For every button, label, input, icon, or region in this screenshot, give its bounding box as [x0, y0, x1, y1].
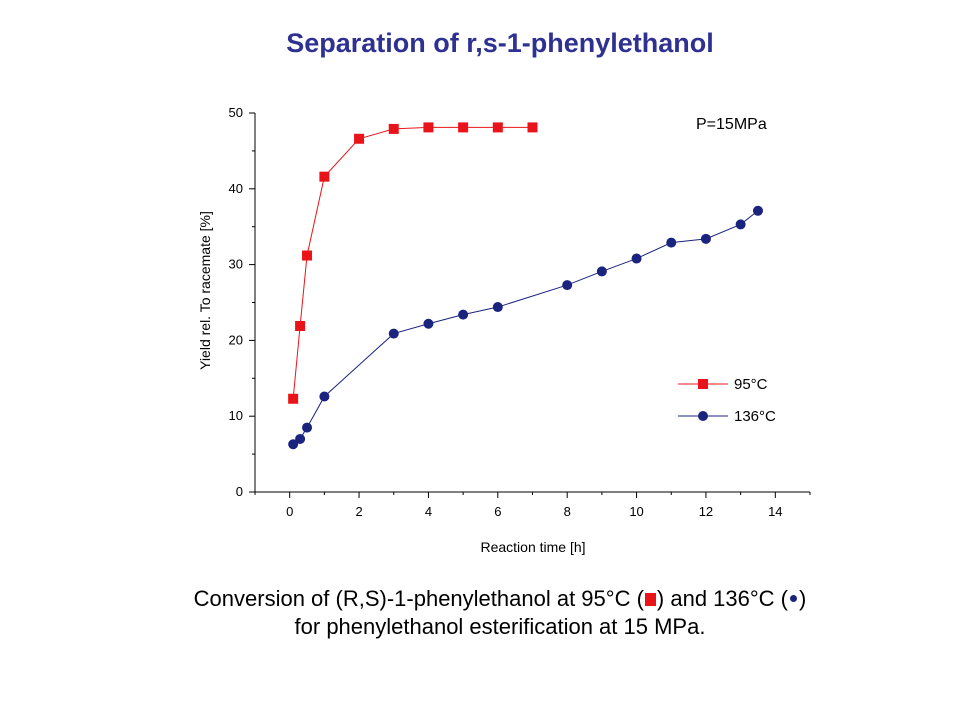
- data-point-136c: [596, 266, 607, 277]
- legend-marker-circle: [698, 411, 708, 421]
- legend-label-1: 95°C: [734, 376, 768, 393]
- series-line-1: [292, 126, 533, 399]
- y-tick-label: 50: [229, 105, 243, 120]
- x-tick-label: 2: [355, 504, 362, 519]
- data-point-136c: [562, 280, 573, 291]
- data-point-95c: [458, 122, 469, 133]
- y-tick-label: 10: [229, 408, 243, 423]
- data-point-136c: [458, 309, 469, 320]
- data-point-95c: [295, 320, 306, 331]
- data-point-136c: [631, 253, 642, 264]
- caption-text-b: ) and 136°C (: [656, 586, 788, 611]
- x-axis-label: Reaction time [h]: [480, 539, 585, 555]
- data-point-95c: [302, 250, 313, 261]
- data-point-136c: [492, 302, 503, 313]
- x-tick-label: 4: [425, 504, 432, 519]
- data-point-95c: [527, 122, 538, 133]
- data-point-136c: [319, 391, 330, 402]
- series-line-2: [292, 210, 759, 445]
- data-point-136c: [302, 422, 313, 433]
- x-tick-label: 6: [494, 504, 501, 519]
- slide-title: Separation of r,s-1-phenylethanol: [286, 28, 714, 58]
- y-axis-label: Yield rel. To racemate [%]: [197, 211, 213, 370]
- data-point-95c: [388, 123, 399, 134]
- red-square-symbol-icon: [644, 593, 656, 606]
- data-point-136c: [388, 328, 399, 339]
- legend-marker-square: [698, 379, 708, 389]
- data-point-136c: [295, 433, 306, 444]
- data-point-95c: [423, 122, 434, 133]
- legend-label-2: 136°C: [734, 408, 776, 425]
- data-point-136c: [752, 205, 763, 216]
- x-tick-label: 8: [564, 504, 571, 519]
- data-point-95c: [288, 393, 299, 404]
- data-point-136c: [666, 237, 677, 248]
- y-tick-label: 20: [229, 332, 243, 347]
- data-point-136c: [423, 318, 434, 329]
- pressure-annotation: P=15MPa: [696, 116, 767, 133]
- data-point-95c: [492, 122, 503, 133]
- x-tick-label: 14: [768, 504, 782, 519]
- y-tick-label: 30: [229, 257, 243, 272]
- x-tick-label: 10: [629, 504, 643, 519]
- caption-line-2: for phenylethanol esterification at 15 M…: [294, 614, 706, 639]
- caption-line-1: Conversion of (R,S)-1-phenylethanol at 9…: [0, 585, 960, 613]
- data-point-136c: [700, 233, 711, 244]
- y-tick-label: 40: [229, 181, 243, 196]
- x-tick-label: 12: [699, 504, 713, 519]
- data-point-136c: [288, 439, 299, 450]
- caption-text-a: Conversion of (R,S)-1-phenylethanol at 9…: [193, 586, 644, 611]
- yield-chart: 0 10 20 30 40 50 0 2 4 6 8 10 12 14 Reaction time [h] Y…: [197, 105, 811, 555]
- data-point-95c: [319, 171, 330, 182]
- x-tick-label: 0: [286, 504, 293, 519]
- caption-text-c: ): [799, 586, 807, 611]
- blue-circle-symbol-icon: [790, 595, 797, 602]
- data-point-95c: [354, 133, 365, 144]
- figure-caption: Conversion of (R,S)-1-phenylethanol at 9…: [0, 585, 960, 641]
- y-tick-label: 0: [236, 484, 243, 499]
- data-point-136c: [735, 219, 746, 230]
